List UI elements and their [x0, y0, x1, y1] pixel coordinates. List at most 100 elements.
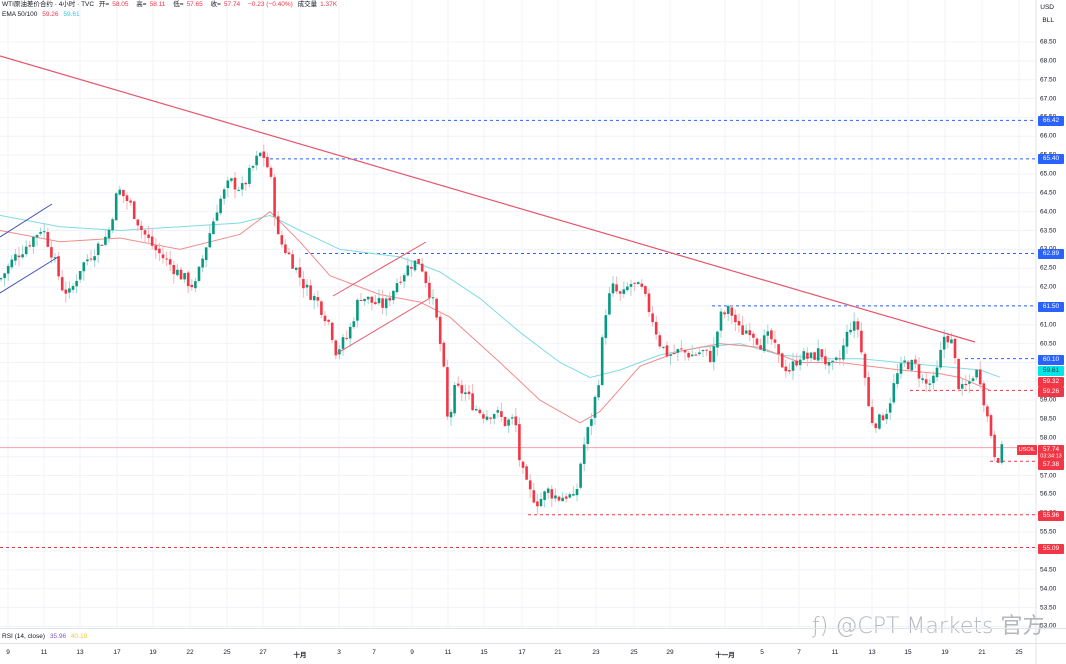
time-tick: 25: [223, 649, 231, 656]
time-tick: 17: [518, 649, 526, 656]
watermark-suffix: 官方: [1000, 614, 1045, 639]
volume-label: 成交量: [297, 1, 318, 8]
currency-label: USD: [1040, 4, 1054, 11]
price-tick: 65.00: [1040, 170, 1057, 178]
price-tick: 53.00: [1040, 622, 1057, 630]
channel-line[interactable]: [0, 203, 53, 238]
time-tick: 22: [186, 649, 194, 656]
symbol-legend: WTI原油差价合约 · 4小时 · TVC 开= 58.05 高= 58.11 低=…: [2, 0, 343, 10]
time-tick: 29: [666, 649, 674, 656]
change-value: −0.23 (−0.40%): [247, 1, 293, 8]
price-label: 62.89: [1038, 249, 1064, 259]
price-tick: 54.50: [1040, 566, 1057, 574]
symbol-title: WTI原油差价合约 · 4小时 · TVC: [2, 1, 95, 8]
high-label: 高=: [136, 1, 147, 8]
time-tick: 11: [40, 649, 48, 656]
time-tick: 9: [6, 649, 10, 656]
rsi-value: 35.96: [49, 633, 67, 640]
time-tick: 13: [76, 649, 84, 656]
price-tick: 60.50: [1040, 340, 1057, 348]
price-tick: 57.00: [1040, 472, 1057, 480]
price-tick: 62.00: [1040, 283, 1057, 291]
price-tick: 64.50: [1040, 189, 1057, 197]
price-label: 59.26: [1038, 387, 1064, 397]
descending-trendline[interactable]: [0, 55, 976, 343]
channel-line[interactable]: [335, 297, 431, 355]
rsi-separator[interactable]: [0, 628, 1066, 629]
price-label: 59.61: [1038, 366, 1064, 376]
horizontal-levels[interactable]: [0, 119, 1036, 549]
price-tick: 56.50: [1040, 490, 1057, 498]
price-label: 57.74: [1038, 445, 1064, 455]
watermark: ƒ) @CPT Markets 官方: [812, 608, 1045, 640]
price-label: 60.10: [1038, 355, 1064, 365]
open-label: 开=: [98, 1, 110, 8]
time-tick: 11: [444, 649, 452, 656]
ema100-line: [0, 214, 1001, 379]
time-tick: 7: [372, 649, 376, 656]
candlesticks: [0, 144, 1004, 514]
rsi-label: RSI (14, close): [2, 633, 45, 640]
low-label: 低=: [173, 1, 184, 8]
ema100-value: 59.61: [63, 11, 80, 18]
open-value: 58.05: [112, 1, 129, 8]
price-label: 61.50: [1038, 302, 1064, 312]
time-axis-border: [0, 643, 1066, 644]
time-tick: 11: [831, 649, 839, 656]
price-label: 59.32: [1038, 377, 1064, 387]
price-label: 57.38: [1038, 460, 1064, 470]
symbol-price-tag: USOIL: [1017, 445, 1037, 455]
time-tick: 十月: [293, 652, 307, 659]
watermark-logo-icon: ƒ): [812, 614, 829, 639]
time-tick: 十一月: [715, 652, 735, 659]
price-tick: 66.00: [1040, 132, 1057, 140]
time-tick: 5: [760, 649, 764, 656]
time-tick: 17: [113, 649, 121, 656]
rsi-legend[interactable]: RSI (14, close) 35.96 40.19: [2, 632, 90, 642]
time-tick: 19: [149, 649, 157, 656]
price-tick: 53.50: [1040, 604, 1057, 611]
ema-legend[interactable]: EMA 50/100 59.26 59.61: [2, 10, 83, 20]
time-tick: 21: [978, 649, 986, 656]
rsi-ma-value: 40.19: [70, 633, 88, 640]
price-label: 65.40: [1038, 154, 1064, 164]
price-tick: 63.50: [1040, 227, 1057, 234]
ema-label: EMA 50/100: [2, 11, 38, 18]
time-tick: 19: [941, 649, 949, 656]
time-tick: 13: [868, 649, 876, 656]
price-tick: 59.00: [1040, 396, 1057, 404]
time-tick: 27: [259, 649, 267, 656]
time-tick: 25: [1015, 649, 1023, 656]
time-tick: 21: [554, 649, 562, 656]
price-tick: 68.00: [1040, 57, 1057, 65]
time-tick: 23: [592, 649, 600, 656]
channel-line[interactable]: [0, 256, 59, 294]
time-tick: 3: [337, 649, 341, 656]
price-tick: 54.00: [1040, 585, 1057, 593]
close-label: 收=: [210, 1, 221, 8]
watermark-text: @CPT Markets: [835, 614, 994, 639]
time-tick: 25: [630, 649, 638, 656]
ema50-value: 59.26: [42, 11, 59, 18]
channel-line[interactable]: [332, 241, 427, 297]
price-tick: 58.50: [1040, 415, 1057, 423]
time-tick: 9: [410, 649, 414, 656]
unit-label[interactable]: BLL: [1042, 17, 1054, 24]
price-label: 03:34:13: [1038, 453, 1064, 461]
time-tick: 7: [797, 649, 801, 656]
price-tick: 68.50: [1040, 38, 1057, 46]
low-value: 57.65: [186, 1, 203, 8]
price-tick: 67.00: [1040, 95, 1057, 103]
price-label: 66.42: [1038, 116, 1064, 126]
price-tick: 55.50: [1040, 528, 1057, 536]
price-tick: 58.00: [1040, 434, 1057, 442]
price-tick: 62.50: [1040, 264, 1057, 272]
trend-drawings[interactable]: [0, 55, 976, 355]
time-tick: 15: [904, 649, 912, 656]
chart-grid: [0, 0, 1036, 628]
high-value: 58.11: [149, 1, 166, 8]
volume-value: 1.37K: [320, 1, 338, 8]
price-tick: 64.00: [1040, 208, 1057, 216]
price-tick: 67.50: [1040, 76, 1057, 84]
